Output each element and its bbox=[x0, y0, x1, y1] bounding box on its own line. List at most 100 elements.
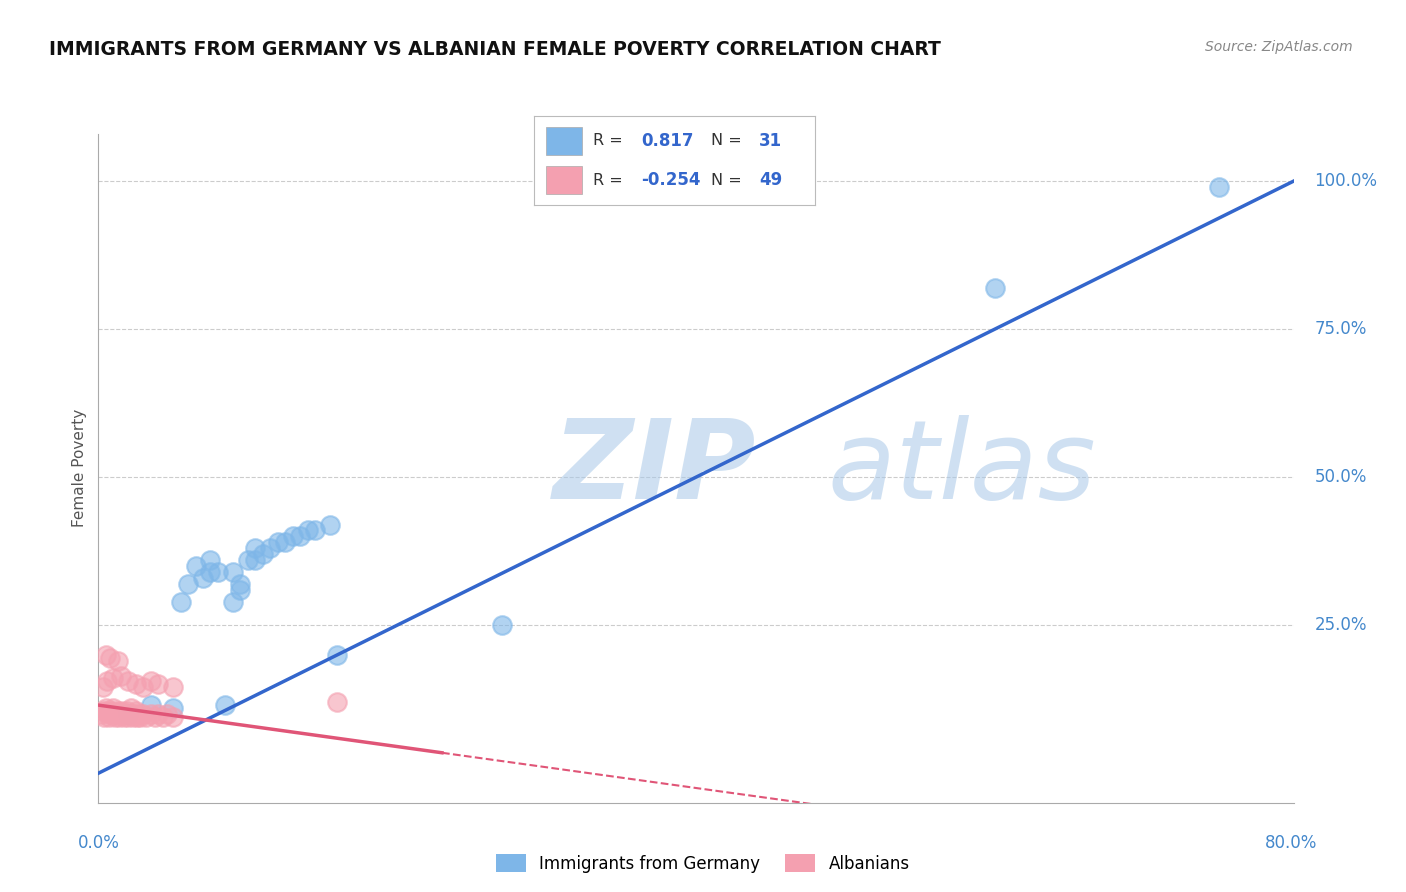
Text: Source: ZipAtlas.com: Source: ZipAtlas.com bbox=[1205, 40, 1353, 54]
Point bbox=[200, 565, 222, 579]
Point bbox=[120, 701, 142, 715]
Text: 49: 49 bbox=[759, 171, 783, 189]
Point bbox=[229, 576, 252, 591]
Text: 100.0%: 100.0% bbox=[1315, 172, 1378, 190]
Point bbox=[152, 710, 174, 724]
Point bbox=[229, 582, 252, 597]
Point bbox=[98, 650, 122, 665]
Point bbox=[107, 704, 129, 718]
Point bbox=[491, 618, 513, 632]
Point bbox=[200, 553, 222, 567]
Point bbox=[162, 681, 184, 695]
Point bbox=[110, 706, 132, 721]
Point bbox=[139, 706, 162, 721]
Text: N =: N = bbox=[711, 134, 742, 148]
Text: IMMIGRANTS FROM GERMANY VS ALBANIAN FEMALE POVERTY CORRELATION CHART: IMMIGRANTS FROM GERMANY VS ALBANIAN FEMA… bbox=[49, 40, 941, 59]
Point bbox=[98, 706, 122, 721]
Point bbox=[110, 668, 132, 682]
Point bbox=[117, 674, 139, 689]
Point bbox=[139, 674, 162, 689]
Point bbox=[326, 695, 349, 709]
Point bbox=[297, 524, 319, 538]
Text: 25.0%: 25.0% bbox=[1315, 616, 1367, 634]
Point bbox=[259, 541, 281, 556]
Point bbox=[319, 517, 342, 532]
Point bbox=[169, 594, 191, 608]
Point bbox=[143, 710, 166, 724]
Point bbox=[115, 704, 138, 718]
Text: R =: R = bbox=[593, 173, 623, 187]
Point bbox=[132, 681, 155, 695]
Point bbox=[148, 706, 170, 721]
Point bbox=[1208, 180, 1230, 194]
Point bbox=[148, 677, 170, 691]
Text: atlas: atlas bbox=[827, 415, 1097, 522]
Point bbox=[111, 704, 134, 718]
Point bbox=[162, 701, 184, 715]
Point bbox=[101, 704, 124, 718]
Point bbox=[222, 594, 245, 608]
Text: 31: 31 bbox=[759, 132, 782, 150]
FancyBboxPatch shape bbox=[546, 166, 582, 194]
Point bbox=[127, 710, 149, 724]
Point bbox=[236, 553, 259, 567]
FancyBboxPatch shape bbox=[546, 127, 582, 155]
Point bbox=[129, 710, 152, 724]
Point bbox=[91, 681, 114, 695]
Point bbox=[96, 674, 118, 689]
Point bbox=[128, 706, 150, 721]
Text: 0.817: 0.817 bbox=[641, 132, 693, 150]
Text: 75.0%: 75.0% bbox=[1315, 320, 1367, 338]
Point bbox=[117, 706, 139, 721]
Text: 80.0%: 80.0% bbox=[1264, 834, 1317, 852]
Point bbox=[118, 706, 141, 721]
Point bbox=[94, 648, 117, 662]
Point bbox=[105, 706, 128, 721]
Point bbox=[132, 706, 155, 721]
Point bbox=[214, 698, 236, 712]
Point bbox=[114, 706, 136, 721]
Point bbox=[121, 710, 143, 724]
Point bbox=[93, 710, 115, 724]
Point bbox=[983, 281, 1005, 295]
Point bbox=[288, 529, 311, 543]
Point bbox=[112, 710, 135, 724]
Point bbox=[96, 704, 118, 718]
Point bbox=[274, 535, 297, 549]
Point bbox=[107, 654, 129, 668]
Point bbox=[117, 710, 139, 724]
Point bbox=[139, 698, 162, 712]
Point bbox=[162, 710, 184, 724]
Text: 50.0%: 50.0% bbox=[1315, 468, 1367, 486]
Point bbox=[104, 710, 127, 724]
Text: ZIP: ZIP bbox=[553, 415, 756, 522]
Point bbox=[222, 565, 245, 579]
Point bbox=[245, 553, 267, 567]
Point bbox=[281, 529, 304, 543]
Point bbox=[97, 710, 120, 724]
Text: -0.254: -0.254 bbox=[641, 171, 700, 189]
Point bbox=[125, 677, 148, 691]
Point bbox=[103, 701, 125, 715]
Point bbox=[191, 571, 214, 585]
Point bbox=[91, 704, 114, 718]
Text: 0.0%: 0.0% bbox=[77, 834, 120, 852]
Point bbox=[135, 710, 157, 724]
Point bbox=[245, 541, 267, 556]
Text: N =: N = bbox=[711, 173, 742, 187]
Point bbox=[252, 547, 274, 561]
Point bbox=[177, 576, 200, 591]
Point bbox=[326, 648, 349, 662]
Point bbox=[94, 701, 117, 715]
Point bbox=[125, 704, 148, 718]
Point bbox=[90, 706, 112, 721]
Point bbox=[207, 565, 229, 579]
Point bbox=[124, 706, 146, 721]
Legend: Immigrants from Germany, Albanians: Immigrants from Germany, Albanians bbox=[489, 847, 917, 880]
Point bbox=[184, 559, 207, 574]
Point bbox=[304, 524, 326, 538]
Y-axis label: Female Poverty: Female Poverty bbox=[72, 409, 87, 527]
Point bbox=[156, 706, 179, 721]
Point bbox=[267, 535, 290, 549]
Text: R =: R = bbox=[593, 134, 623, 148]
